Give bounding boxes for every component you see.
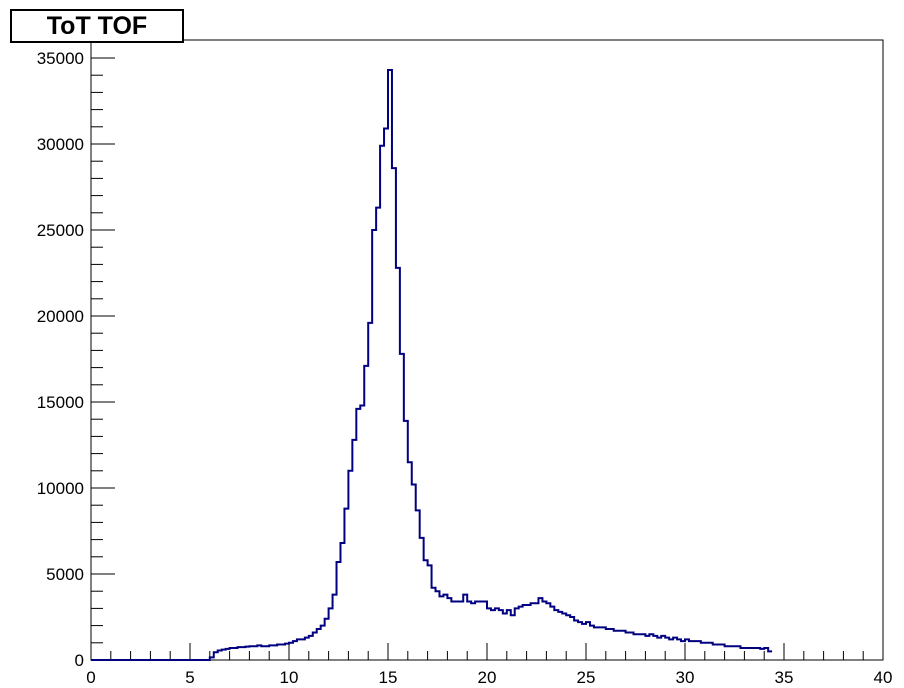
x-tick-label: 35: [775, 668, 794, 687]
x-tick-label: 40: [874, 668, 893, 687]
x-tick-label: 0: [86, 668, 95, 687]
x-tick-label: 20: [478, 668, 497, 687]
axis-ticks: [90, 57, 884, 661]
y-tick-label: 25000: [37, 221, 84, 240]
x-tick-label: 15: [379, 668, 398, 687]
chart-title: ToT TOF: [10, 9, 184, 43]
y-tick-label: 0: [75, 651, 84, 670]
axis-labels: 0 5 10 15 20 25 30 35 40 0 5000 10000 15000 20000 2500…: [37, 49, 893, 687]
x-tick-label: 5: [185, 668, 194, 687]
y-tick-label: 30000: [37, 135, 84, 154]
y-tick-label: 5000: [46, 565, 84, 584]
histogram-line: [91, 69, 773, 661]
y-tick-label: 10000: [37, 479, 84, 498]
x-tick-label: 10: [280, 668, 299, 687]
x-tick-label: 25: [577, 668, 596, 687]
x-tick-label: 30: [676, 668, 695, 687]
y-tick-label: 20000: [37, 307, 84, 326]
plot-frame: [90, 39, 884, 661]
y-tick-label: 35000: [37, 49, 84, 68]
y-tick-label: 15000: [37, 393, 84, 412]
